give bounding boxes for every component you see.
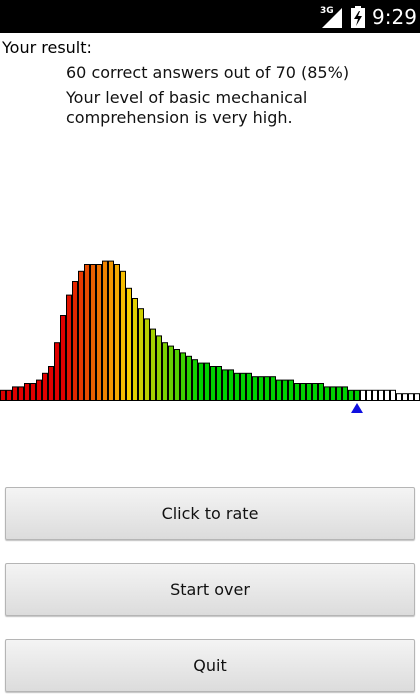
histogram-bar [162, 342, 168, 401]
histogram-bar [12, 386, 18, 401]
histogram-bar [174, 349, 180, 401]
assessment-text: Your level of basic mechanical comprehen… [66, 88, 308, 127]
histogram-bar [30, 383, 36, 401]
histogram-bar [408, 393, 414, 401]
histogram-bar [42, 372, 48, 402]
histogram-bar [60, 315, 66, 401]
histogram-bar [180, 352, 186, 401]
score-text: 60 correct answers out of 70 (85%) [66, 63, 350, 82]
histogram-bar [270, 376, 276, 401]
histogram-bar [48, 366, 54, 401]
histogram-bar [144, 318, 150, 401]
histogram-bar [282, 379, 288, 401]
histogram-bar [186, 355, 192, 402]
rate-button[interactable]: Click to rate [5, 487, 415, 540]
histogram-bar [54, 342, 60, 401]
histogram-bar [300, 383, 306, 401]
result-heading: Your result: [2, 38, 92, 57]
histogram-bar [252, 376, 258, 401]
clock: 9:29 [372, 5, 417, 29]
histogram-bar [150, 328, 156, 401]
histogram-bar [306, 383, 312, 401]
status-bar: 3G 9:29 [0, 0, 420, 33]
histogram-bar [156, 335, 162, 401]
histogram-bar [234, 372, 240, 402]
histogram-bar [390, 389, 396, 402]
histogram-bar [114, 264, 120, 401]
histogram-bar [102, 260, 108, 401]
histogram-bar [120, 270, 126, 401]
histogram-bar [372, 389, 378, 402]
histogram-bar [240, 372, 246, 402]
histogram-bar [72, 281, 78, 401]
start-over-button[interactable]: Start over [5, 563, 415, 616]
quit-button[interactable]: Quit [5, 639, 415, 692]
histogram-bar [342, 386, 348, 401]
histogram-bar [132, 298, 138, 401]
histogram-bar [354, 389, 360, 402]
histogram-bar [246, 372, 252, 402]
histogram-bar [402, 393, 408, 401]
histogram-bar [6, 389, 12, 402]
histogram-bar [366, 389, 372, 402]
histogram-bar [324, 386, 330, 401]
histogram-bar [168, 345, 174, 401]
histogram-bar [378, 389, 384, 402]
histogram-bar [222, 369, 228, 402]
histogram-bar [0, 389, 6, 402]
histogram-bar [24, 383, 30, 401]
histogram-bar [108, 260, 114, 401]
histogram-bar [84, 264, 90, 401]
histogram-bar [96, 264, 102, 401]
histogram-bar [288, 379, 294, 401]
histogram-bar [384, 389, 390, 402]
histogram-bar [396, 393, 402, 401]
score-distribution-chart [0, 260, 420, 413]
histogram-bar [330, 386, 336, 401]
histogram-bar [36, 379, 42, 401]
histogram-bar [126, 287, 132, 401]
your-score-marker-icon [351, 403, 363, 413]
histogram-bar [210, 366, 216, 401]
histogram-bar [66, 294, 72, 401]
histogram-bar [318, 383, 324, 401]
histogram-bar [228, 369, 234, 402]
histogram-bar [216, 366, 222, 401]
histogram-bar [348, 389, 354, 402]
histogram-bar [192, 359, 198, 401]
histogram-bar [414, 393, 420, 401]
histogram-bar [198, 362, 204, 401]
network-type: 3G [320, 6, 334, 16]
histogram-bar [264, 376, 270, 401]
histogram-bar [90, 264, 96, 401]
histogram-bar [312, 383, 318, 401]
histogram-bar [204, 362, 210, 401]
histogram-bar [258, 376, 264, 401]
histogram-bar [18, 386, 24, 401]
histogram-bar [78, 270, 84, 401]
histogram-bar [360, 389, 366, 402]
histogram-bar [294, 383, 300, 401]
histogram-bar [336, 386, 342, 401]
signal-icon [322, 8, 342, 28]
battery-icon [351, 6, 365, 28]
histogram-bar [276, 379, 282, 401]
histogram-bar [138, 308, 144, 402]
